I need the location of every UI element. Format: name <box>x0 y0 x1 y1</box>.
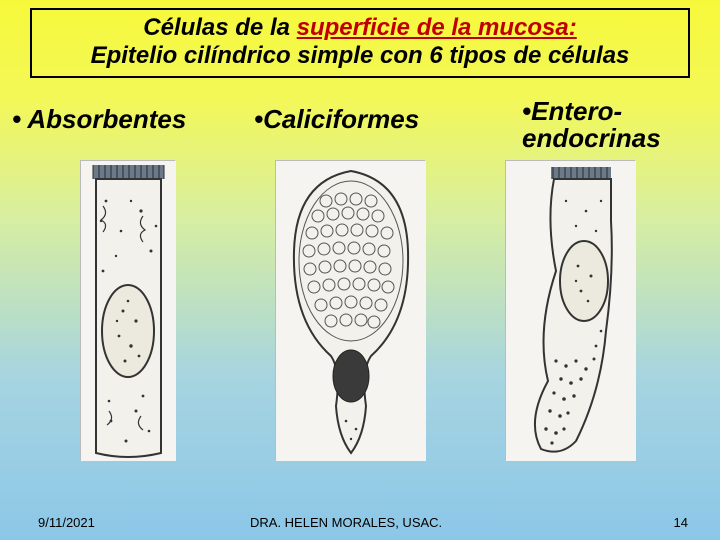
footer-page: 14 <box>674 515 688 530</box>
enteroendocrina-svg <box>506 161 636 461</box>
title-line-2: Epitelio cilíndrico simple con 6 tipos d… <box>40 42 680 70</box>
footer-author: DRA. HELEN MORALES, USAC. <box>250 515 442 530</box>
title-red: superficie de la mucosa: <box>297 14 577 41</box>
diagram-caliciforme <box>275 160 425 460</box>
absorbente-svg <box>81 161 176 461</box>
footer-date: 9/11/2021 <box>38 515 95 530</box>
label-enteroendocrinas: •Entero- endocrinas <box>522 98 661 153</box>
label-entero-line1: •Entero- <box>522 96 622 126</box>
cell-type-labels: • Absorbentes •Caliciformes •Entero- end… <box>12 98 712 158</box>
label-caliciformes: •Caliciformes <box>254 104 419 135</box>
label-absorbentes: • Absorbentes <box>12 104 186 135</box>
diagram-absorbente <box>80 160 175 460</box>
label-entero-line2: endocrinas <box>522 123 661 153</box>
cell-diagrams-row <box>0 160 720 490</box>
footer: 9/11/2021 DRA. HELEN MORALES, USAC. 14 <box>0 510 720 530</box>
slide: Células de la superficie de la mucosa: E… <box>0 0 720 540</box>
caliciforme-svg <box>276 161 426 461</box>
title-prefix: Células de la <box>143 14 296 41</box>
diagram-enteroendocrina <box>505 160 635 460</box>
title-box: Células de la superficie de la mucosa: E… <box>30 8 690 78</box>
title-line-1: Células de la superficie de la mucosa: <box>40 14 680 42</box>
